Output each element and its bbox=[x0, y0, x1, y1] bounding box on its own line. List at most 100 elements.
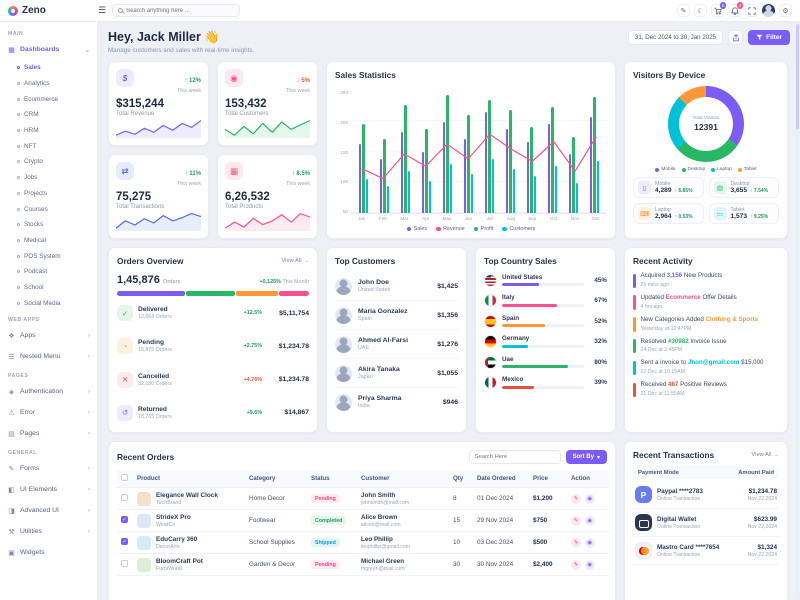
legend-item[interactable]: Revenue bbox=[436, 226, 465, 232]
sidebar-subitem[interactable]: Ecommerce bbox=[0, 91, 97, 107]
sidebar-subitem[interactable]: Stocks bbox=[0, 217, 97, 233]
date-range-picker[interactable]: 31, Dec 2024 to 30, Jan 2025 bbox=[627, 30, 724, 45]
sidebar-subitem[interactable]: Jobs bbox=[0, 170, 97, 186]
notifications-button[interactable]: 3 bbox=[728, 2, 743, 17]
view-all-link[interactable]: View All → bbox=[281, 258, 309, 264]
status-badge: Pending bbox=[311, 494, 340, 503]
sidebar-subitem[interactable]: NFT bbox=[0, 138, 97, 154]
device-icon: ▤ bbox=[713, 181, 727, 194]
cart-button[interactable]: 5 bbox=[711, 2, 726, 17]
country-progress-track bbox=[502, 385, 584, 389]
edit-button[interactable]: ✎ bbox=[571, 515, 581, 526]
sidebar-subitem[interactable]: Courses bbox=[0, 201, 97, 217]
sidebar-subitem[interactable]: Social Media bbox=[0, 295, 97, 311]
view-button[interactable]: ◉ bbox=[584, 537, 595, 548]
country-percent: 67% bbox=[594, 297, 607, 304]
status-badge: Pending bbox=[311, 560, 340, 569]
price-cell: $1,200 bbox=[529, 487, 567, 510]
row-checkbox[interactable] bbox=[121, 538, 128, 545]
compose-pen-button[interactable]: ✎ bbox=[677, 4, 690, 17]
sidebar-item-dashboards[interactable]: ▦ Dashboards ⌄ bbox=[0, 39, 97, 60]
legend-item[interactable]: Customers bbox=[502, 226, 535, 232]
timeline-marker bbox=[633, 339, 636, 354]
sidebar-subitem[interactable]: Sales bbox=[0, 60, 97, 76]
sidebar-subitem[interactable]: HRM bbox=[0, 123, 97, 139]
sidebar-subitem[interactable]: School bbox=[0, 280, 97, 296]
table-row: Elegance Wall Clock TechBrand Home Decor… bbox=[117, 487, 609, 510]
country-progress-fill bbox=[502, 385, 534, 389]
sidebar-subitem[interactable]: CRM bbox=[0, 107, 97, 123]
sidebar-item-icon: ☰ bbox=[8, 353, 15, 361]
legend-item[interactable]: Tablet bbox=[737, 167, 757, 172]
card-title: Top Customers bbox=[335, 256, 396, 266]
brand[interactable]: Zeno bbox=[0, 5, 98, 16]
user-avatar[interactable] bbox=[762, 4, 775, 17]
page-scrollbar[interactable] bbox=[795, 24, 799, 598]
customer-amount: $1,276 bbox=[437, 340, 458, 348]
legend-item[interactable]: Laptop bbox=[711, 167, 732, 172]
sidebar-item[interactable]: ✎ Forms › bbox=[0, 458, 97, 479]
progress-segment bbox=[117, 291, 185, 296]
country-percent: 80% bbox=[594, 358, 607, 366]
sidebar-subitem[interactable]: POS System bbox=[0, 248, 97, 264]
activity-text: Acquired 3,156 New Products bbox=[640, 272, 723, 279]
category-cell: Home Decor bbox=[245, 487, 307, 510]
avatar bbox=[335, 364, 352, 382]
product-name: Elegance Wall Clock bbox=[156, 491, 218, 499]
legend-item[interactable]: Mobile bbox=[655, 167, 676, 172]
sidebar-subitem[interactable]: Medical bbox=[0, 233, 97, 249]
legend-item[interactable]: Profit bbox=[473, 226, 493, 232]
sidebar-item[interactable]: ❖ Apps › bbox=[0, 325, 97, 346]
sidebar-toggle-icon[interactable]: ☰ bbox=[98, 5, 107, 15]
sidebar-item[interactable]: ⚠ Error › bbox=[0, 402, 97, 423]
sidebar-item[interactable]: ▣ Widgets bbox=[0, 542, 97, 563]
sidebar-subitem[interactable]: Podcast bbox=[0, 264, 97, 280]
select-all-cell bbox=[117, 470, 133, 488]
filter-button[interactable]: Filter bbox=[748, 30, 790, 45]
y-tick-label: 50 bbox=[342, 209, 348, 214]
legend-item[interactable]: Sales bbox=[406, 226, 427, 232]
country-row: Italy 67% bbox=[484, 294, 607, 307]
device-name: Tablet bbox=[730, 207, 745, 213]
trend-arrow-icon: 11% bbox=[185, 171, 201, 177]
country-row: Spain 52% bbox=[484, 314, 607, 328]
view-button[interactable]: ◉ bbox=[584, 559, 595, 570]
sidebar-subitem[interactable]: Crypto bbox=[0, 154, 97, 170]
scrollbar-thumb[interactable] bbox=[795, 24, 799, 129]
sidebar-item[interactable]: ☰ Nested Menu › bbox=[0, 346, 97, 367]
row-checkbox[interactable] bbox=[121, 560, 128, 567]
fullscreen-button[interactable] bbox=[745, 4, 758, 17]
stat-card: ▦ 8.5% This week 6,26,532 Total Products bbox=[217, 154, 318, 239]
device-card: ▭ Tablet 1,573 9.25% bbox=[708, 203, 779, 224]
order-status-icon: ↺ bbox=[117, 404, 133, 421]
edit-button[interactable]: ✎ bbox=[571, 559, 581, 570]
transaction-date: Nov 22,2024 bbox=[747, 523, 777, 530]
select-all-checkbox[interactable] bbox=[121, 474, 128, 481]
search-input[interactable] bbox=[126, 7, 235, 14]
share-button[interactable] bbox=[728, 30, 744, 45]
country-name: Germany bbox=[502, 335, 530, 343]
view-button[interactable]: ◉ bbox=[584, 493, 595, 504]
edit-button[interactable]: ✎ bbox=[571, 537, 581, 548]
price-cell: $750 bbox=[529, 509, 567, 532]
sidebar-subitem[interactable]: Projects bbox=[0, 186, 97, 202]
order-status-row: ↺ Returned 18,765 Orders +9.6% $14,867 bbox=[117, 402, 309, 424]
sidebar-subitem[interactable]: Analytics bbox=[0, 76, 97, 92]
sidebar-item[interactable]: ▤ Pages › bbox=[0, 423, 97, 444]
legend-item[interactable]: Desktop bbox=[681, 167, 705, 172]
stat-label: Total Revenue bbox=[116, 111, 155, 117]
edit-button[interactable]: ✎ bbox=[571, 493, 581, 504]
sort-by-button[interactable]: Sort By ▾ bbox=[565, 450, 607, 464]
sidebar-item[interactable]: ⚒ Utilities › bbox=[0, 521, 97, 542]
country-flag-icon bbox=[484, 314, 497, 328]
sidebar-item[interactable]: ◨ Advanced UI › bbox=[0, 500, 97, 521]
settings-button[interactable]: ⚙ bbox=[779, 4, 792, 17]
row-checkbox[interactable] bbox=[121, 516, 128, 523]
sidebar-item[interactable]: ◈ Authentication › bbox=[0, 381, 97, 402]
sidebar-item[interactable]: ◧ UI Elements › bbox=[0, 479, 97, 500]
view-button[interactable]: ◉ bbox=[584, 515, 595, 526]
table-search-input[interactable] bbox=[468, 450, 561, 464]
view-all-link[interactable]: View All → bbox=[751, 452, 779, 458]
row-checkbox[interactable] bbox=[121, 494, 128, 501]
dark-mode-toggle-button[interactable]: ☾ bbox=[694, 4, 707, 17]
